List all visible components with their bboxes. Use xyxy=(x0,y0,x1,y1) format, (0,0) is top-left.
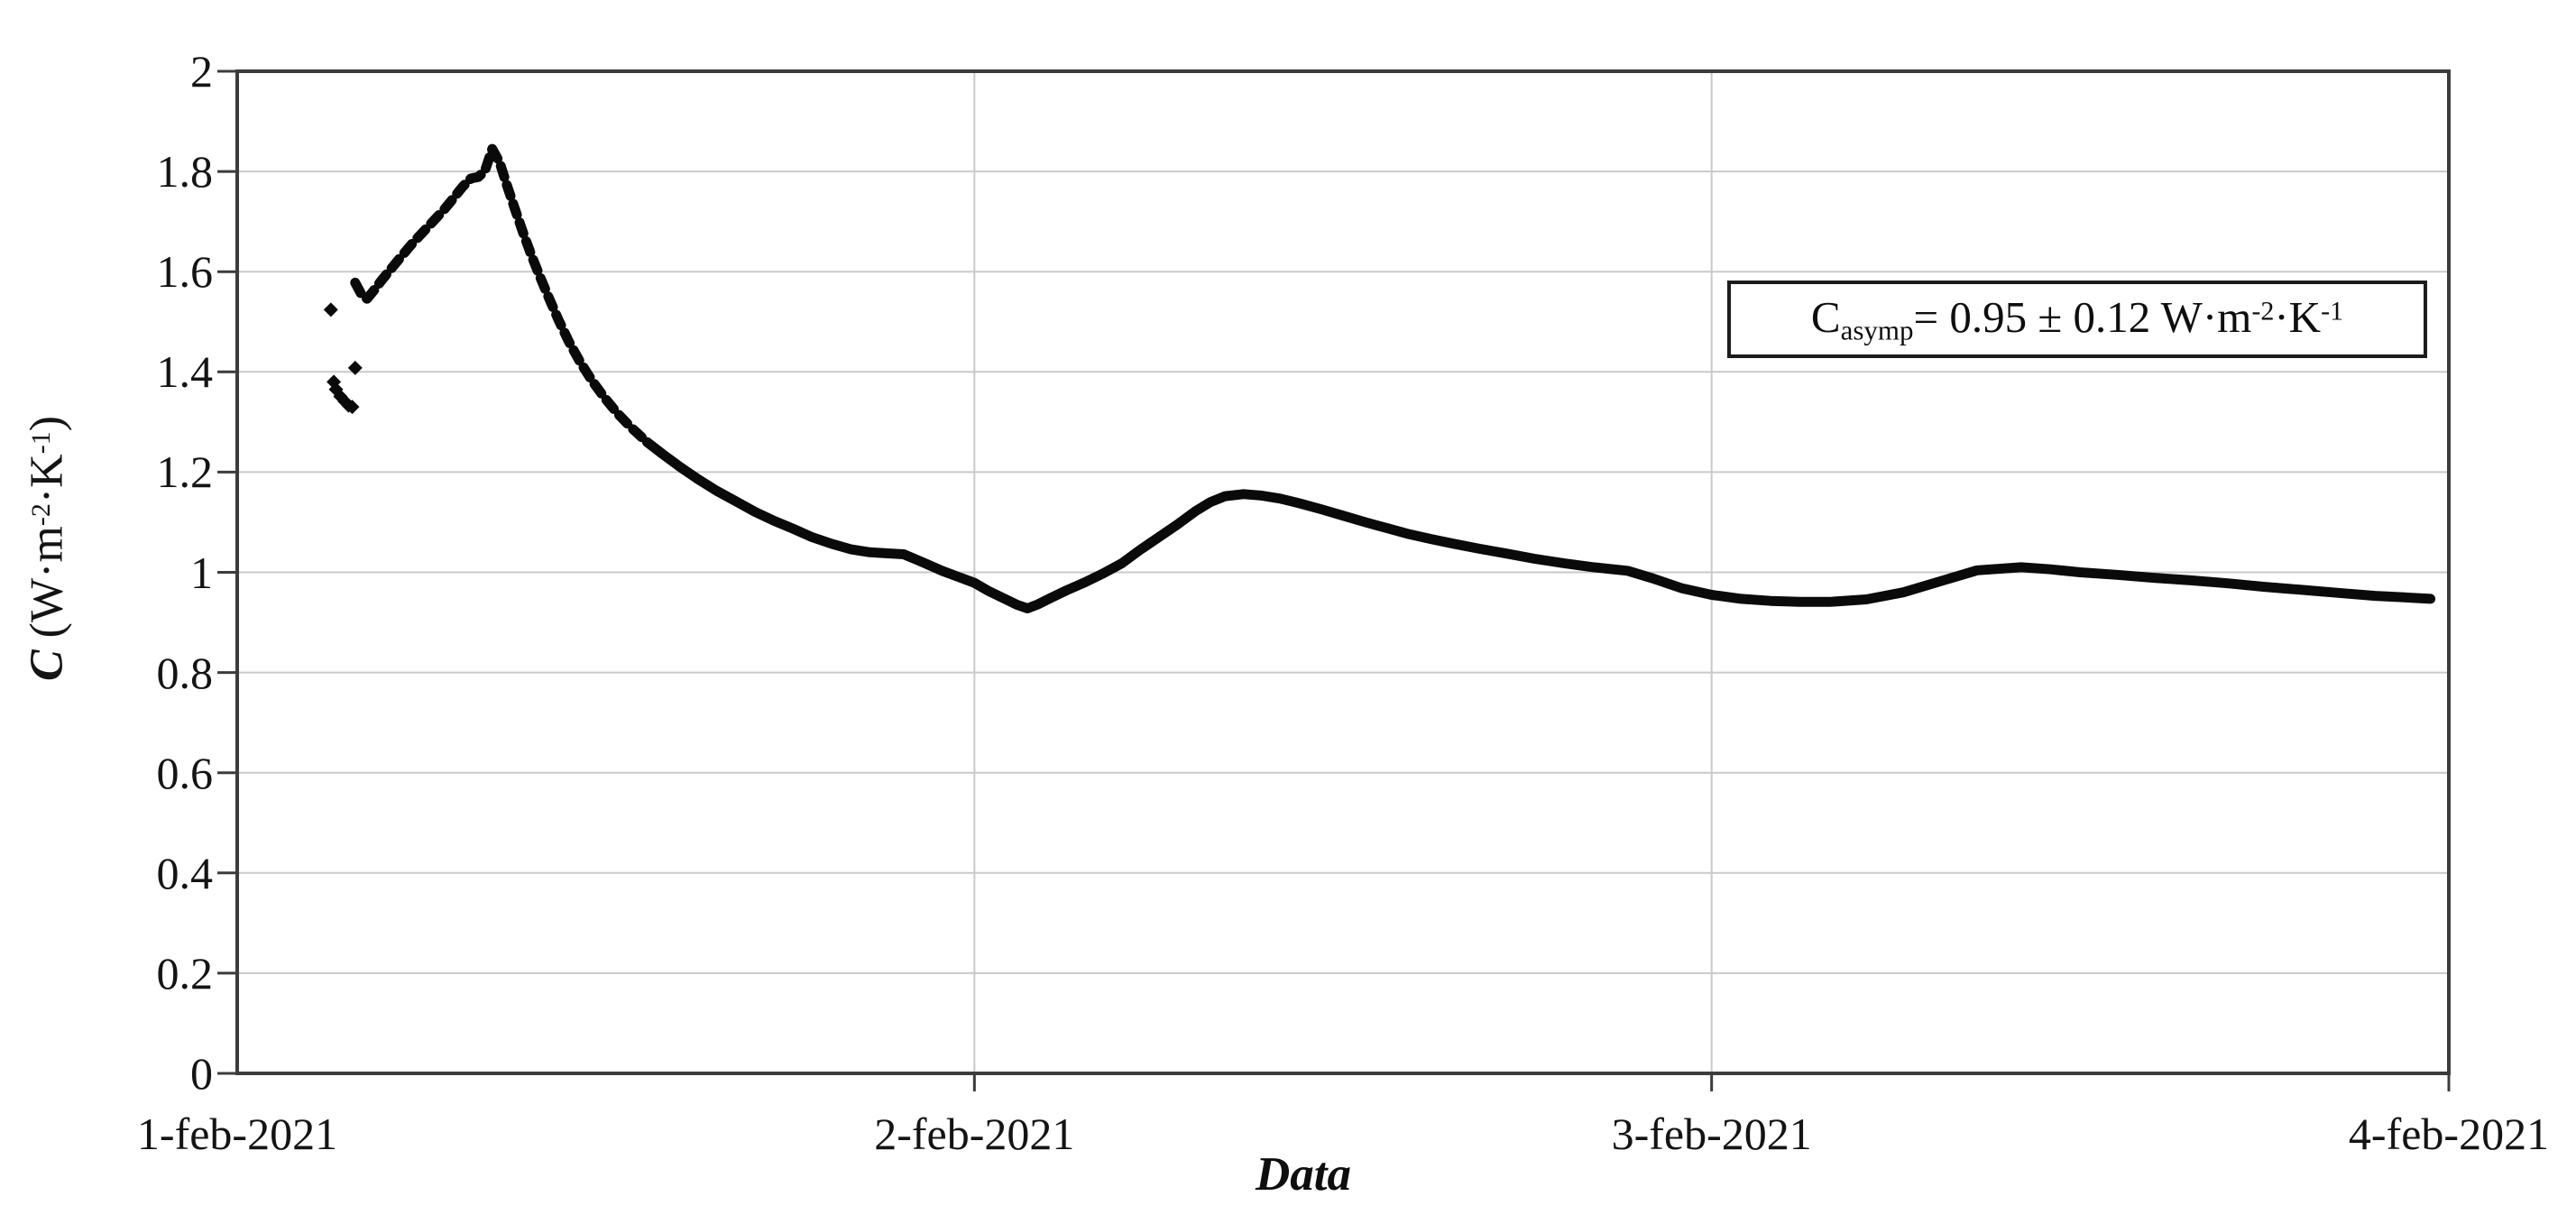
x-tick-label: 4-feb-2021 xyxy=(2348,1109,2550,1159)
scatter-marker xyxy=(323,302,338,318)
y-tick-label: 0.8 xyxy=(156,647,214,698)
annotation-subscript: asymp xyxy=(1840,314,1914,346)
y-tick-label: 1.2 xyxy=(156,446,214,498)
y-tick-label: 1.6 xyxy=(156,246,214,298)
scatter-marker xyxy=(345,400,360,415)
data-series-line xyxy=(641,437,2436,613)
y-tick-label: 0.4 xyxy=(156,847,214,898)
y-tick-label: 0.2 xyxy=(156,947,214,999)
asymptotic-value-annotation: Casymp= 0.95 ± 0.12 W·m-2·K-1 xyxy=(1727,281,2427,358)
data-series-dotted-segment xyxy=(350,143,652,447)
annotation-exponent: -2 xyxy=(2251,296,2275,327)
y-tick-label: 1.4 xyxy=(156,346,214,398)
scatter-marker xyxy=(347,360,363,375)
y-axis-exponent: -2 xyxy=(26,503,56,527)
annotation-symbol: C xyxy=(1810,292,1841,343)
y-tick-label: 1.8 xyxy=(156,146,214,198)
y-tick-label: 0 xyxy=(190,1048,213,1099)
y-axis-exponent: -1 xyxy=(26,431,56,455)
y-tick-label: 1 xyxy=(190,547,213,598)
x-tick-label: 1-feb-2021 xyxy=(136,1109,338,1159)
y-axis-variable: C xyxy=(21,649,73,682)
annotation-exponent: -1 xyxy=(2321,296,2344,327)
x-tick-label: 2-feb-2021 xyxy=(874,1109,1075,1159)
x-tick-label: 3-feb-2021 xyxy=(1611,1109,1812,1159)
y-tick-label: 2 xyxy=(190,46,213,97)
y-axis-title: C (W·m-2·K-1) xyxy=(21,415,73,682)
x-axis-title: Data xyxy=(1256,1148,1351,1201)
y-tick-label: 0.6 xyxy=(156,747,214,798)
